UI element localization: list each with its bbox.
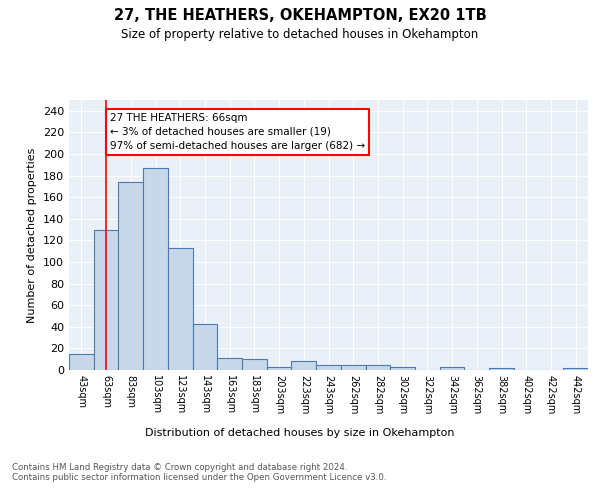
Bar	[168, 248, 193, 370]
Text: Contains HM Land Registry data © Crown copyright and database right 2024.
Contai: Contains HM Land Registry data © Crown c…	[12, 462, 386, 482]
Y-axis label: Number of detached properties: Number of detached properties	[28, 148, 37, 322]
Bar	[118, 182, 143, 370]
Text: Distribution of detached houses by size in Okehampton: Distribution of detached houses by size …	[145, 428, 455, 438]
Bar	[292, 362, 316, 370]
Text: 27, THE HEATHERS, OKEHAMPTON, EX20 1TB: 27, THE HEATHERS, OKEHAMPTON, EX20 1TB	[113, 8, 487, 22]
Bar	[365, 364, 390, 370]
Bar	[440, 367, 464, 370]
Bar	[267, 367, 292, 370]
Bar	[217, 358, 242, 370]
Bar	[143, 168, 168, 370]
Bar	[193, 324, 217, 370]
Bar	[69, 354, 94, 370]
Bar	[341, 364, 365, 370]
Bar	[390, 367, 415, 370]
Bar	[242, 359, 267, 370]
Text: Size of property relative to detached houses in Okehampton: Size of property relative to detached ho…	[121, 28, 479, 41]
Text: 27 THE HEATHERS: 66sqm
← 3% of detached houses are smaller (19)
97% of semi-deta: 27 THE HEATHERS: 66sqm ← 3% of detached …	[110, 113, 365, 151]
Bar	[489, 368, 514, 370]
Bar	[563, 368, 588, 370]
Bar	[316, 364, 341, 370]
Bar	[94, 230, 118, 370]
